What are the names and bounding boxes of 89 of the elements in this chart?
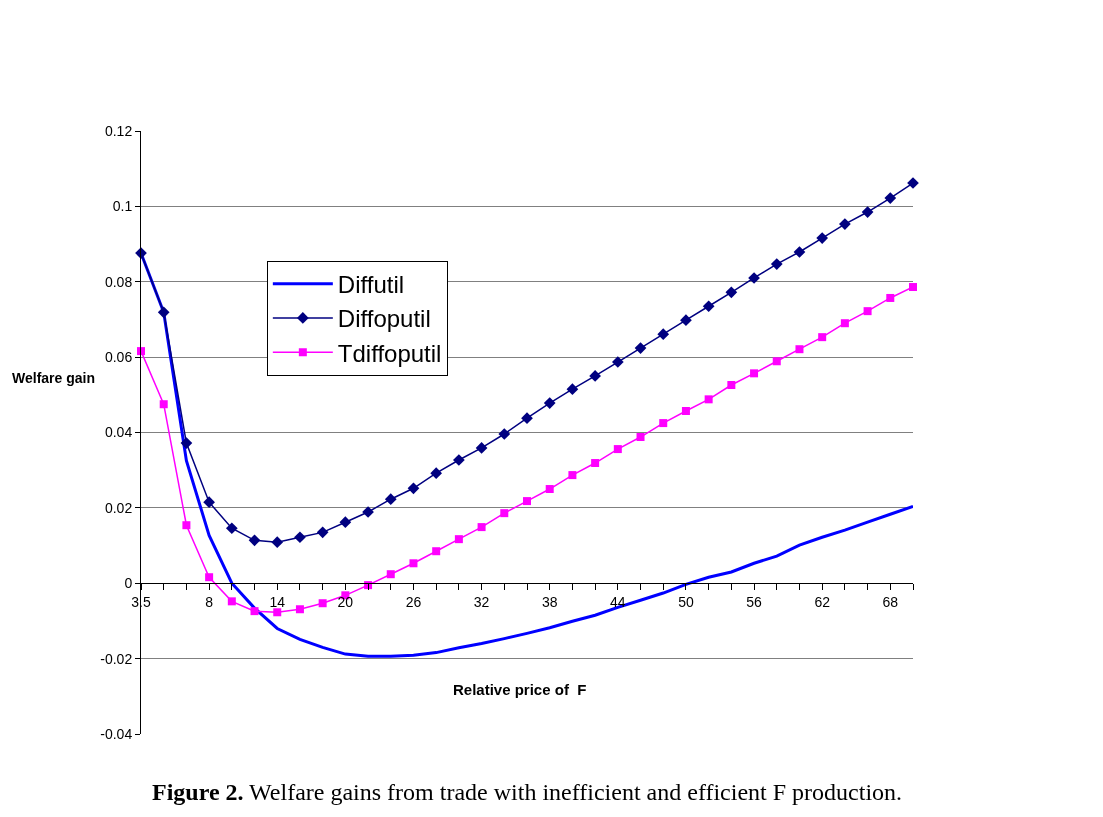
point — [225, 522, 238, 535]
point — [568, 471, 577, 480]
y-tick-label: 0 — [124, 575, 133, 592]
x-tick-label: 38 — [541, 594, 558, 611]
point — [704, 395, 713, 404]
point — [659, 419, 668, 428]
point — [180, 437, 193, 449]
point — [294, 531, 306, 544]
y-tick-label: 0.08 — [104, 273, 133, 290]
point — [591, 459, 600, 468]
point — [884, 192, 897, 204]
point — [475, 442, 488, 454]
point — [886, 293, 895, 302]
point — [725, 286, 738, 299]
point — [523, 497, 531, 506]
x-tick-label: 26 — [405, 594, 422, 611]
y-tick-label: -0.04 — [100, 725, 133, 742]
point — [430, 467, 443, 480]
point — [477, 523, 486, 532]
point — [318, 599, 327, 608]
point — [203, 496, 215, 509]
point — [840, 319, 849, 328]
point — [545, 485, 554, 494]
point — [772, 357, 781, 366]
point — [611, 356, 624, 368]
point — [795, 345, 804, 354]
x-tick-label: 8 — [205, 594, 214, 611]
point — [500, 509, 509, 518]
point — [227, 597, 236, 606]
point — [157, 306, 170, 319]
point — [543, 397, 556, 409]
point — [793, 246, 806, 258]
point — [702, 300, 715, 313]
x-tick-label: 50 — [678, 594, 694, 611]
point — [818, 333, 827, 342]
point — [407, 482, 420, 495]
text: Figure 2. — [152, 779, 244, 805]
point — [680, 314, 692, 327]
point — [681, 407, 690, 416]
point — [454, 535, 463, 544]
y-tick-label: 0.1 — [112, 198, 133, 215]
point — [613, 445, 622, 454]
point — [657, 328, 670, 340]
point — [205, 573, 214, 582]
point — [316, 526, 329, 539]
x-tick-label: 20 — [337, 594, 354, 611]
point — [339, 516, 352, 529]
x-tick-label: 68 — [882, 594, 899, 611]
x-tick-label: 14 — [269, 594, 286, 611]
x-tick-label: 44 — [610, 594, 626, 611]
point — [861, 206, 874, 218]
y-tick-label: 0.04 — [104, 424, 133, 441]
point — [521, 412, 533, 425]
point — [566, 383, 579, 396]
y-tick-label: 0.12 — [104, 122, 133, 139]
point — [634, 342, 647, 354]
point — [909, 283, 917, 292]
point — [636, 433, 645, 442]
y-tick-label: 0.02 — [104, 499, 133, 516]
point — [271, 536, 284, 549]
point — [182, 521, 191, 530]
point — [409, 559, 418, 568]
point — [727, 381, 736, 390]
point — [386, 570, 395, 579]
y-tick-label: 0.06 — [104, 349, 133, 366]
point — [250, 607, 259, 616]
point — [248, 534, 261, 547]
legend-label: Tdiffoputil — [337, 339, 442, 367]
legend-label: Diffutil — [337, 271, 405, 299]
x-axis-title: Relative price of F — [453, 681, 587, 698]
point — [750, 369, 759, 378]
x-tick-label: 56 — [746, 594, 763, 611]
point — [589, 370, 601, 382]
x-tick-label: 62 — [814, 594, 831, 611]
point — [432, 547, 441, 556]
point — [498, 428, 511, 440]
legend-label: Diffoputil — [337, 305, 431, 333]
y-tick-label: -0.02 — [100, 650, 133, 667]
point — [839, 218, 851, 230]
y-axis-title: Welfare gain — [12, 370, 95, 386]
point — [384, 493, 397, 506]
point — [159, 400, 168, 409]
point — [816, 232, 829, 244]
point — [770, 258, 783, 270]
text: Welfare gains from trade with inefficient and efficient F production. — [249, 779, 903, 805]
point — [273, 608, 282, 617]
point — [863, 307, 872, 316]
x-tick-label: 32 — [473, 594, 490, 611]
point — [295, 605, 304, 614]
